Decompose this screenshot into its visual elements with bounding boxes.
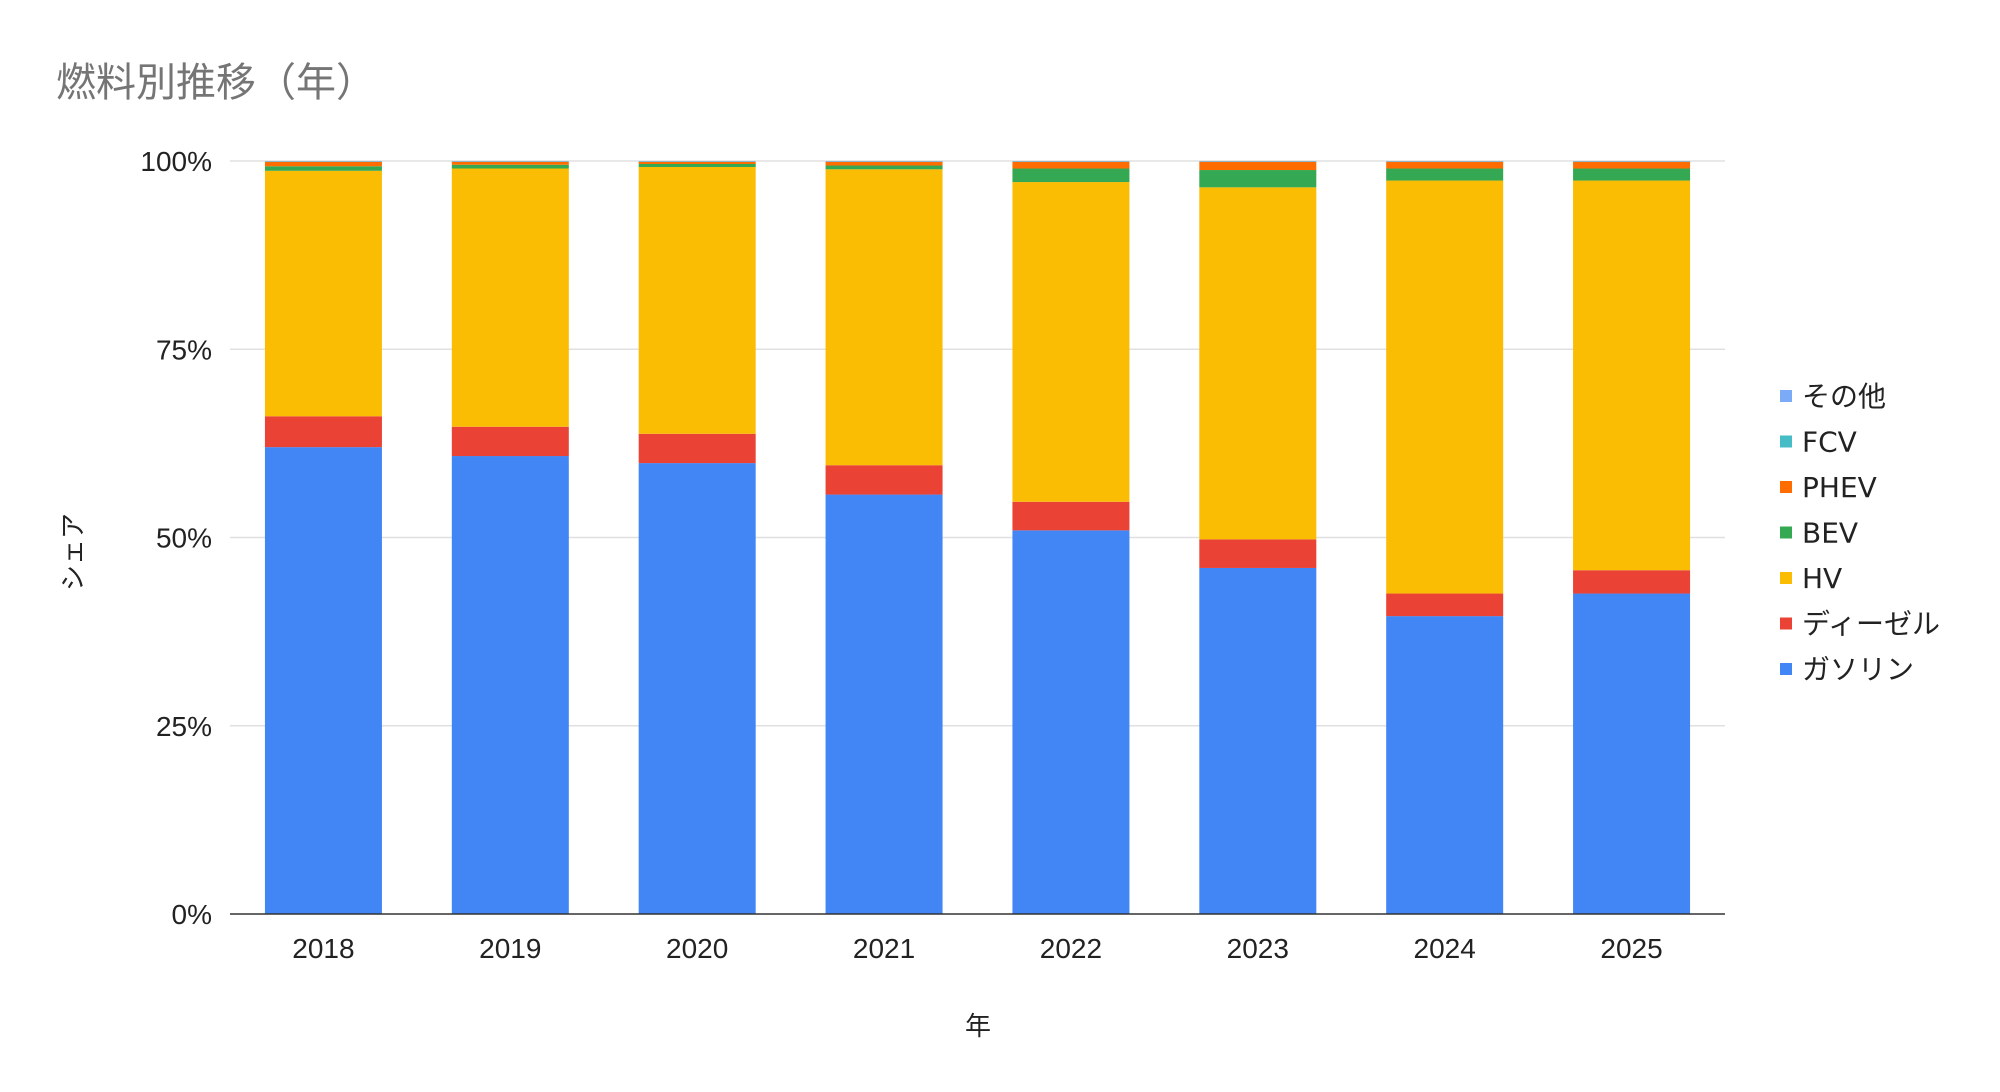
bar-segment [1012, 501, 1130, 531]
bar-segment [1199, 187, 1317, 540]
legend-swatch [1780, 481, 1792, 493]
y-tick-label: 25% [156, 711, 212, 742]
bar-segment [451, 426, 569, 457]
bar-segment [1012, 530, 1130, 914]
bar-segment [825, 169, 943, 466]
x-tick-label: 2021 [853, 933, 915, 964]
legend-swatch [1780, 390, 1792, 402]
bar-segment [638, 167, 756, 434]
y-tick-label: 0% [172, 899, 212, 930]
legend-label: PHEV [1802, 471, 1877, 504]
bar-segment [1573, 593, 1691, 914]
bar-segment [1199, 161, 1317, 171]
legend-label: FCV [1802, 426, 1857, 459]
bars [264, 161, 1691, 914]
bar-segment [825, 465, 943, 495]
bar-segment [1573, 168, 1691, 181]
legend-label: ディーゼル [1802, 608, 1940, 641]
bar-segment [451, 164, 569, 169]
bar-segment [825, 165, 943, 170]
legend-swatch [1780, 617, 1792, 630]
bar-segment [1386, 180, 1504, 594]
bar-segment [1573, 180, 1691, 571]
bar-segment [638, 161, 756, 165]
bar-segment [1386, 616, 1504, 914]
bar-segment [1386, 161, 1504, 169]
bar-segment [638, 433, 756, 464]
bar-segment [1199, 539, 1317, 568]
x-axis-ticks: 2018 2019 2020 2021 2022 2023 2024 2025 [292, 933, 1662, 964]
y-tick-label: 50% [156, 523, 212, 554]
bar-segment [1573, 161, 1691, 169]
bar-segment [1012, 168, 1130, 183]
bar-segment [264, 161, 382, 167]
bar-segment [638, 164, 756, 168]
bar-segment [264, 166, 382, 171]
chart-title: 燃料別推移（年） [56, 60, 376, 106]
legend-swatch [1780, 435, 1792, 448]
bar-segment [1573, 570, 1691, 594]
bar-segment [1386, 168, 1504, 181]
bar-segment [825, 494, 943, 914]
bar-segment [1012, 161, 1130, 169]
bar-segment [264, 447, 382, 914]
y-tick-label: 75% [156, 334, 212, 365]
bar-segment [825, 161, 943, 166]
bar-segment [264, 170, 382, 417]
legend-label: BEV [1802, 517, 1858, 550]
bar-segment [1199, 170, 1317, 188]
y-axis-ticks: 0% 25% 50% 75% 100% [140, 146, 212, 930]
legend-label: その他 [1802, 380, 1886, 413]
x-tick-label: 2022 [1040, 933, 1102, 964]
y-tick-label: 100% [140, 146, 212, 177]
bar-segment [1012, 182, 1130, 502]
legend-swatch [1780, 526, 1792, 539]
x-tick-label: 2019 [479, 933, 541, 964]
bar-segment [1386, 593, 1504, 617]
legend-swatch [1780, 663, 1792, 675]
bar-segment [1199, 567, 1317, 914]
legend-label: ガソリン [1802, 653, 1914, 686]
legend-label: HV [1802, 562, 1842, 595]
bar-segment [451, 161, 569, 165]
x-tick-label: 2023 [1227, 933, 1289, 964]
x-tick-label: 2020 [666, 933, 728, 964]
y-axis-title: シェア [59, 513, 89, 591]
x-tick-label: 2024 [1414, 933, 1476, 964]
x-axis-title: 年 [965, 1012, 991, 1042]
bar-segment [451, 168, 569, 427]
x-tick-label: 2025 [1600, 933, 1662, 964]
legend-swatch [1780, 572, 1792, 584]
x-tick-label: 2018 [292, 933, 354, 964]
bar-segment [264, 416, 382, 448]
bar-segment [451, 456, 569, 914]
bar-segment [638, 463, 756, 914]
